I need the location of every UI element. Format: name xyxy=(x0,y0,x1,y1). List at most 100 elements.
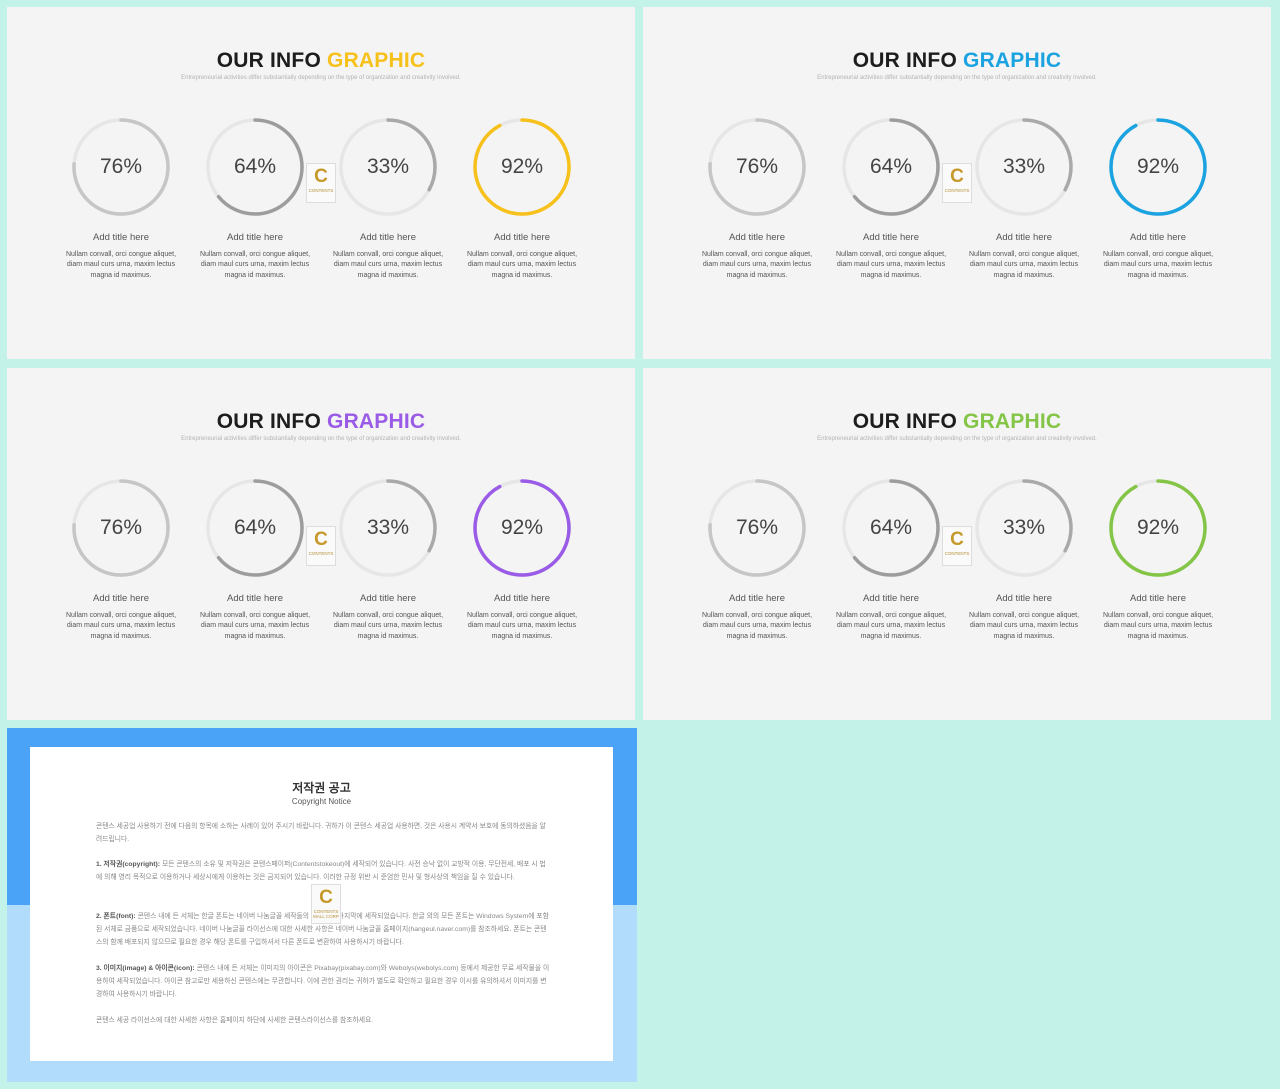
contents-logo: C CONTENTS xyxy=(942,163,972,203)
percent-value: 76% xyxy=(99,155,143,178)
progress-ring-graphic xyxy=(708,479,806,577)
progress-ring-graphic xyxy=(473,479,571,577)
slide-title: OUR INFO GRAPHIC xyxy=(643,49,1271,73)
item-body: Nullam convall, orci congue aliquet, dia… xyxy=(835,612,947,640)
contents-logo: C CONTENTS xyxy=(942,526,972,566)
logo-text: CONTENTS xyxy=(308,188,334,193)
logo-text: CONTENTS xyxy=(944,188,970,193)
progress-ring: 92% xyxy=(467,112,577,230)
logo-text: CONTENTS xyxy=(308,551,334,556)
item-body: Nullam convall, orci congue aliquet, dia… xyxy=(1102,251,1214,279)
slide-subtitle: Entrepreneurial activities differ substa… xyxy=(181,436,461,442)
item-title: Add title here xyxy=(863,593,919,604)
item-body: Nullam convall, orci congue aliquet, dia… xyxy=(1102,612,1214,640)
progress-ring-graphic xyxy=(72,479,170,577)
progress-ring: 64% xyxy=(200,473,310,591)
progress-ring: 33% xyxy=(969,473,1079,591)
logo-letter: C xyxy=(950,529,964,550)
title-main: OUR INFO xyxy=(852,49,957,72)
copyright-footer: 콘텐스 세공 라이선스에 대한 사세한 사항은 홈페이지 하단에 사세한 콘텐스… xyxy=(96,1017,374,1024)
progress-ring-graphic xyxy=(72,118,170,216)
copyright-paragraph-1-body: 모든 콘텐스의 소유 및 저작권은 콘텐스페이퍼(Contentstokeout… xyxy=(96,861,546,881)
logo-letter: C xyxy=(319,887,333,908)
logo-text-sub: MALL CORP xyxy=(313,914,339,919)
progress-ring: 64% xyxy=(200,112,310,230)
item-body: Nullam convall, orci congue aliquet, dia… xyxy=(466,612,578,640)
slide-title: OUR INFO GRAPHIC xyxy=(7,49,635,73)
item-body: Nullam convall, orci congue aliquet, dia… xyxy=(332,251,444,279)
item-body: Nullam convall, orci congue aliquet, dia… xyxy=(65,251,177,279)
item-body: Nullam convall, orci congue aliquet, dia… xyxy=(968,612,1080,640)
item-body: Nullam convall, orci congue aliquet, dia… xyxy=(835,251,947,279)
item-body: Nullam convall, orci congue aliquet, dia… xyxy=(968,251,1080,279)
progress-ring: 64% xyxy=(836,473,946,591)
progress-ring-graphic xyxy=(473,118,571,216)
slide-title: OUR INFO GRAPHIC xyxy=(643,410,1271,434)
copyright-paragraph-1: 1. 저작권(copyright): 모든 콘텐스의 소유 및 저작권은 콘텐스… xyxy=(96,858,551,884)
logo-letter: C xyxy=(314,166,328,187)
progress-ring: 76% xyxy=(702,112,812,230)
progress-ring-arc xyxy=(842,479,940,577)
logo-text: CONTENTS xyxy=(944,551,970,556)
progress-ring-graphic xyxy=(339,479,437,577)
copyright-paragraph-3: 3. 이미지(image) & 아이콘(icon): 콘텐스 내에 든 서체는 … xyxy=(96,962,551,1001)
progress-ring: 92% xyxy=(1103,473,1213,591)
percent-value: 92% xyxy=(1136,516,1180,539)
progress-ring-graphic xyxy=(842,118,940,216)
item-title: Add title here xyxy=(93,232,149,243)
progress-ring-arc xyxy=(206,479,304,577)
item-body: Nullam convall, orci congue aliquet, dia… xyxy=(199,251,311,279)
percent-value: 76% xyxy=(735,155,779,178)
item-title: Add title here xyxy=(863,232,919,243)
progress-ring-arc xyxy=(339,479,437,577)
progress-ring: 33% xyxy=(333,112,443,230)
progress-ring-graphic xyxy=(206,118,304,216)
percent-value: 92% xyxy=(500,155,544,178)
progress-ring: 92% xyxy=(1103,112,1213,230)
progress-ring-graphic xyxy=(339,118,437,216)
title-accent: GRAPHIC xyxy=(963,49,1062,72)
progress-ring: 76% xyxy=(66,112,176,230)
item-body: Nullam convall, orci congue aliquet, dia… xyxy=(466,251,578,279)
item-title: Add title here xyxy=(494,593,550,604)
percent-value: 76% xyxy=(735,516,779,539)
item-title: Add title here xyxy=(360,232,416,243)
item-title: Add title here xyxy=(227,232,283,243)
copyright-slide: 저작권 공고 Copyright Notice 콘텐스 세공업 사용하기 전에 … xyxy=(7,728,637,1082)
item-title: Add title here xyxy=(729,232,785,243)
title-main: OUR INFO xyxy=(216,49,321,72)
percent-value: 92% xyxy=(500,516,544,539)
percent-value: 92% xyxy=(1136,155,1180,178)
copyright-paragraph-2: 2. 폰트(font): 콘텐스 내에 든 서체는 한글 폰트는 네이버 나눔글… xyxy=(96,910,551,949)
progress-ring-arc xyxy=(708,118,806,216)
progress-ring-graphic xyxy=(708,118,806,216)
progress-ring: 33% xyxy=(333,473,443,591)
progress-ring: 76% xyxy=(66,473,176,591)
slide-subtitle: Entrepreneurial activities differ substa… xyxy=(817,436,1097,442)
item-title: Add title here xyxy=(227,593,283,604)
progress-ring-arc xyxy=(339,118,437,216)
copyright-title: 저작권 공고 xyxy=(292,781,351,795)
title-accent: GRAPHIC xyxy=(963,410,1062,433)
slide-3: OUR INFO GRAPHIC Entrepreneurial activiti… xyxy=(7,368,635,720)
item-title: Add title here xyxy=(1130,232,1186,243)
progress-ring-graphic xyxy=(206,479,304,577)
item-title: Add title here xyxy=(360,593,416,604)
contents-logo: C CONTENTS xyxy=(306,163,336,203)
slide-1: OUR INFO GRAPHIC Entrepreneurial activiti… xyxy=(7,7,635,359)
copyright-paragraph-2-head: 2. 폰트(font): xyxy=(96,913,136,920)
logo-letter: C xyxy=(314,529,328,550)
copyright-paragraph-2-body: 콘텐스 내에 든 서체는 한글 폰트는 네이버 나눔글꼴 세작들의 제작물을 마… xyxy=(96,913,549,946)
slide-subtitle: Entrepreneurial activities differ substa… xyxy=(817,75,1097,81)
item-title: Add title here xyxy=(93,593,149,604)
percent-value: 64% xyxy=(869,516,913,539)
contents-logo: C CONTENTS MALL CORP xyxy=(311,884,341,924)
progress-ring-graphic xyxy=(1109,479,1207,577)
title-main: OUR INFO xyxy=(216,410,321,433)
logo-text-main: CONTENTS xyxy=(313,909,339,914)
progress-ring-arc xyxy=(473,118,571,216)
item-title: Add title here xyxy=(494,232,550,243)
slide-2: OUR INFO GRAPHIC Entrepreneurial activiti… xyxy=(643,7,1271,359)
percent-value: 33% xyxy=(1002,516,1046,539)
percent-value: 33% xyxy=(366,155,410,178)
